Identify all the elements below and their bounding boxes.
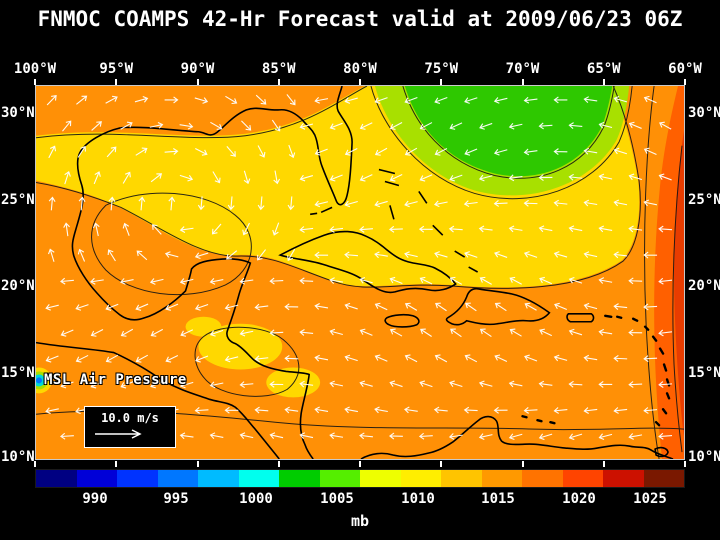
colorbar-segment xyxy=(238,470,279,487)
colorbar-segment xyxy=(198,470,239,487)
field-eddy xyxy=(36,377,42,384)
colorbar-unit: mb xyxy=(350,512,370,530)
lon-tick-bottom xyxy=(196,461,199,467)
lon-tick-bottom xyxy=(277,461,280,467)
colorbar-tick-label: 1010 xyxy=(401,491,435,507)
page-title: FNMOC COAMPS 42-Hr Forecast valid at 200… xyxy=(37,7,683,31)
colorbar-segment xyxy=(279,470,320,487)
colorbar-segment xyxy=(522,470,563,487)
lat-label-right: 25°N xyxy=(688,192,720,208)
colorbar-tick-label: 1020 xyxy=(562,491,596,507)
field-green-region xyxy=(404,86,613,177)
lon-label: 95°W xyxy=(99,61,134,77)
colorbar-segment xyxy=(360,470,401,487)
lon-tick-top xyxy=(115,79,118,85)
colorbar-segment xyxy=(441,470,482,487)
lon-label: 100°W xyxy=(13,61,57,77)
lon-tick-top xyxy=(521,79,524,85)
colorbar-segment xyxy=(117,470,158,487)
wind-vectors xyxy=(45,94,673,441)
wind-scale-arrow-icon xyxy=(95,429,142,439)
lon-tick-bottom xyxy=(34,461,36,467)
lat-label-left: 10°N xyxy=(1,449,35,465)
colorbar-tick-label: 1000 xyxy=(239,491,273,507)
lat-label-left: 30°N xyxy=(1,105,35,121)
lon-label: 80°W xyxy=(343,61,377,77)
lon-tick-bottom xyxy=(115,461,118,467)
lon-tick-top xyxy=(277,79,280,85)
lat-label-right: 10°N xyxy=(688,449,720,465)
colorbar-tick-label: 1015 xyxy=(481,491,515,507)
field-yellow-patch xyxy=(185,316,222,337)
lat-label-right: 30°N xyxy=(688,105,720,121)
lon-label: 90°W xyxy=(180,61,215,77)
colorbar-segment xyxy=(603,470,644,487)
wind-scale-label: 10.0 m/s xyxy=(101,411,159,425)
lon-label: 75°W xyxy=(424,61,459,77)
wind-scale-box: 10.0 m/s xyxy=(84,406,176,448)
lon-tick-top xyxy=(602,79,605,85)
lon-tick-top xyxy=(684,79,686,85)
map-frame: MSL Air Pressure 10.0 m/s xyxy=(35,85,685,460)
colorbar-tick-label: 1025 xyxy=(633,491,667,507)
small-islands xyxy=(521,314,671,427)
colorbar-tick-label: 995 xyxy=(163,491,189,507)
lat-label-left: 25°N xyxy=(1,192,35,208)
colorbar-segment xyxy=(643,470,684,487)
pressure-field-map xyxy=(36,86,684,459)
colorbar-segment xyxy=(76,470,117,487)
lon-tick-bottom xyxy=(440,461,443,467)
lon-tick-bottom xyxy=(359,461,361,467)
colorbar-segment xyxy=(400,470,441,487)
lon-label: 65°W xyxy=(586,61,621,77)
colorbar-tick-label: 990 xyxy=(82,491,108,507)
lon-label: 60°W xyxy=(668,61,702,77)
lon-tick-top xyxy=(34,79,36,85)
coastlines xyxy=(36,86,674,459)
lon-tick-top xyxy=(359,79,361,85)
lat-label-right: 20°N xyxy=(688,278,720,294)
colorbar-tick-label: 1005 xyxy=(320,491,354,507)
lon-label: 85°W xyxy=(261,61,296,77)
colorbar-segment xyxy=(36,470,77,487)
colorbar xyxy=(35,469,685,488)
colorbar-segment xyxy=(481,470,522,487)
lon-tick-bottom xyxy=(602,461,605,467)
lat-label-left: 15°N xyxy=(1,365,35,381)
lon-tick-bottom xyxy=(684,461,686,467)
colorbar-segment xyxy=(319,470,360,487)
field-label: MSL Air Pressure xyxy=(44,372,187,388)
lon-tick-bottom xyxy=(521,461,524,467)
colorbar-segment xyxy=(562,470,603,487)
lon-tick-top xyxy=(440,79,443,85)
lon-tick-top xyxy=(196,79,199,85)
lat-label-left: 20°N xyxy=(1,278,35,294)
lon-label: 70°W xyxy=(505,61,540,77)
colorbar-segment xyxy=(157,470,198,487)
lat-label-right: 15°N xyxy=(688,365,720,381)
